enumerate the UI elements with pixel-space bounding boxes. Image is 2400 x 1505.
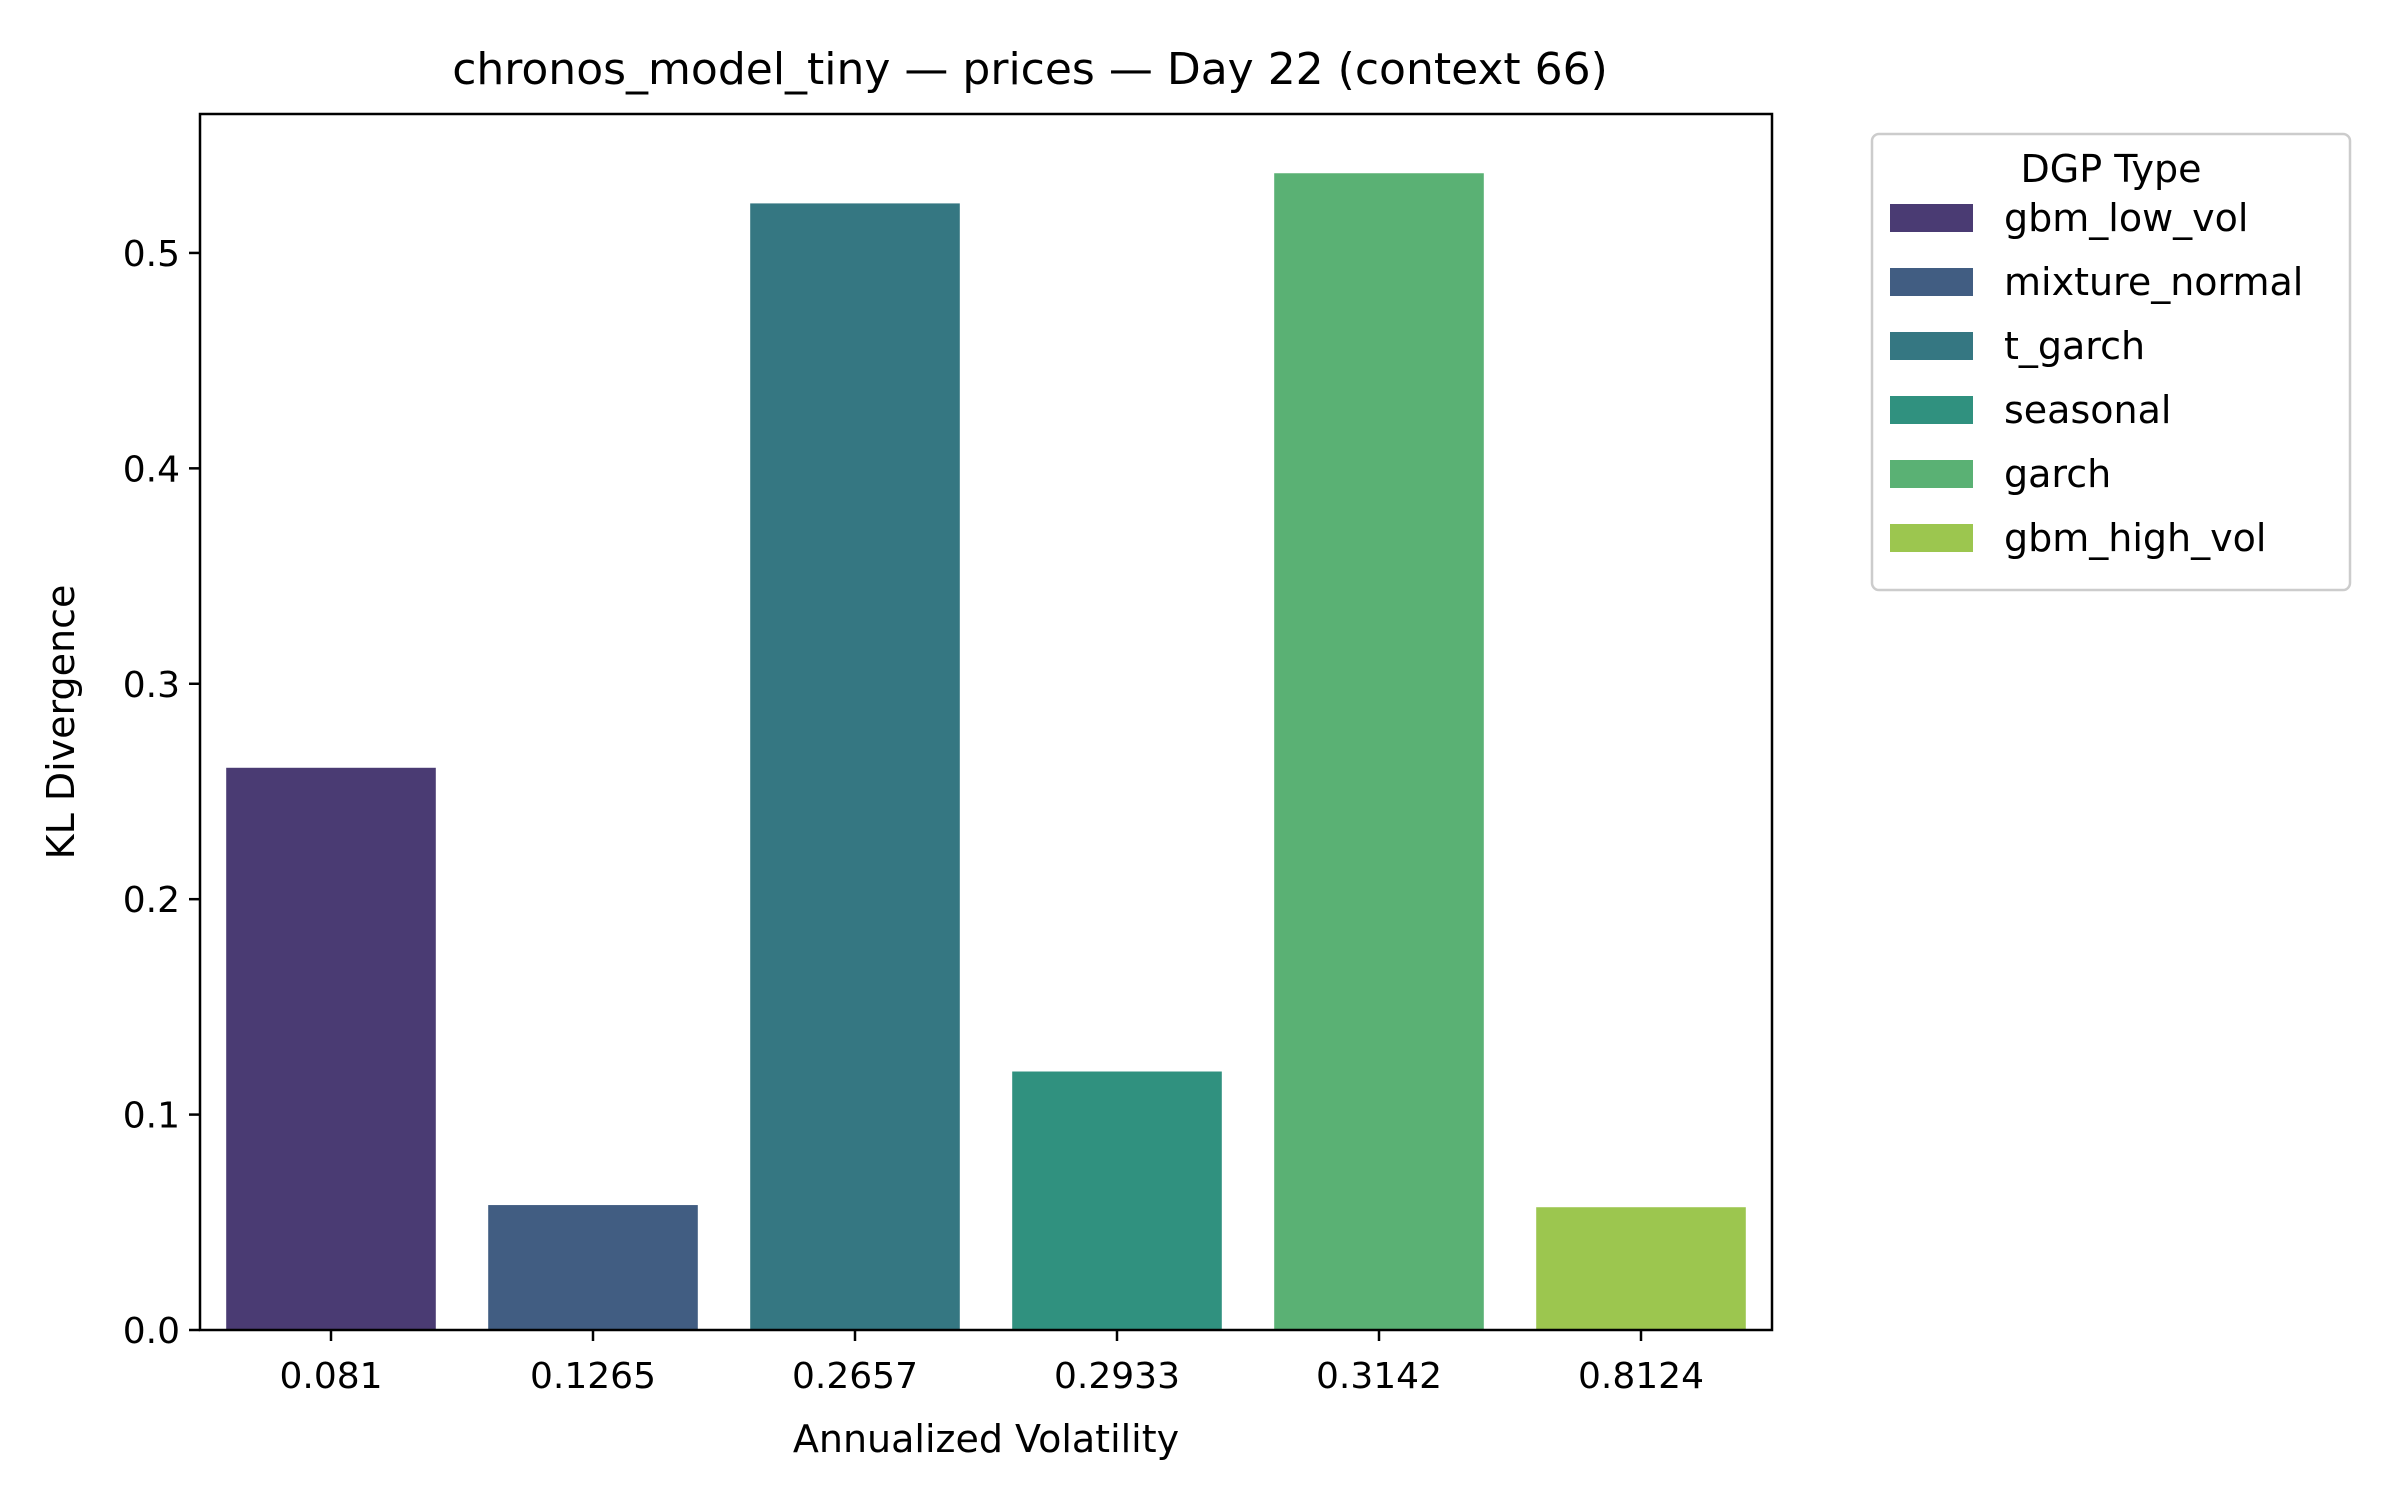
legend-title: DGP Type xyxy=(2021,147,2202,191)
legend-swatch-t_garch xyxy=(1890,332,1973,360)
y-tick-label: 0.5 xyxy=(123,234,180,275)
legend-label-garch: garch xyxy=(2004,452,2111,496)
legend-items: gbm_low_vol mixture_normal t_garch seasonal… xyxy=(1890,196,2303,560)
x-tick-label: 0.3142 xyxy=(1316,1356,1442,1397)
legend: DGP Type gbm_low_vol mixture_normal t_garc… xyxy=(1870,132,2352,592)
x-tick-label: 0.8124 xyxy=(1578,1356,1704,1397)
legend-label-t_garch: t_garch xyxy=(2004,324,2145,368)
y-tick-label: 0.4 xyxy=(123,449,180,490)
bar-t_garch xyxy=(750,203,960,1330)
plot-frame xyxy=(198,112,1774,1332)
legend-swatch-gbm_low_vol xyxy=(1890,204,1973,232)
bar-mixture_normal xyxy=(488,1205,698,1330)
legend-swatch-gbm_high_vol xyxy=(1890,524,1973,552)
legend-label-mixture_normal: mixture_normal xyxy=(2004,260,2303,304)
x-tick-label: 0.1265 xyxy=(530,1356,656,1397)
y-tick-label: 0.3 xyxy=(123,665,180,706)
bar-seasonal xyxy=(1012,1071,1222,1330)
legend-label-gbm_low_vol: gbm_low_vol xyxy=(2004,196,2248,240)
bar-garch xyxy=(1274,173,1484,1331)
legend-swatch-seasonal xyxy=(1890,396,1973,424)
legend-label-seasonal: seasonal xyxy=(2004,388,2171,432)
y-tick-label: 0.0 xyxy=(123,1311,180,1352)
y-tick-label: 0.2 xyxy=(123,880,180,921)
legend-swatch-garch xyxy=(1890,460,1973,488)
y-tick-label: 0.1 xyxy=(123,1096,180,1137)
legend-frame xyxy=(1870,132,2352,592)
bar-gbm_high_vol xyxy=(1536,1207,1746,1330)
x-tick-label: 0.081 xyxy=(279,1356,382,1397)
y-axis-label: KL Divergence xyxy=(39,585,83,860)
x-tick-label: 0.2933 xyxy=(1054,1356,1180,1397)
x-tick-label: 0.2657 xyxy=(792,1356,918,1397)
x-axis-label: Annualized Volatility xyxy=(793,1417,1179,1461)
y-axis: 0.0 0.1 0.2 0.3 0.4 0.5 xyxy=(123,234,200,1352)
legend-label-gbm_high_vol: gbm_high_vol xyxy=(2004,516,2266,560)
chart-title: chronos_model_tiny — prices — Day 22 (co… xyxy=(452,44,1608,95)
bars-layer xyxy=(226,173,1746,1331)
legend-swatch-mixture_normal xyxy=(1890,268,1973,296)
x-axis: 0.081 0.1265 0.2657 0.2933 0.3142 0.8124 xyxy=(279,1330,1704,1397)
bar-gbm_low_vol xyxy=(226,767,436,1330)
